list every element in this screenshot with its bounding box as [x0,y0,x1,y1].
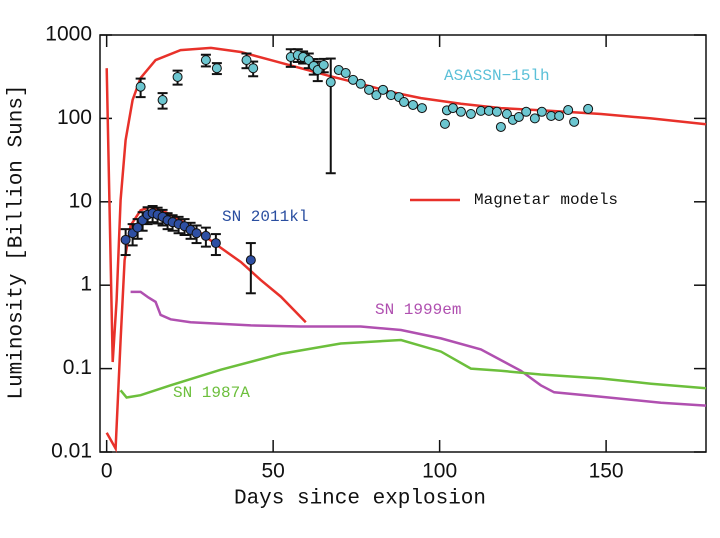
data-point [398,97,409,108]
data-point [135,81,146,92]
data-point [521,106,532,117]
data-point [200,230,211,241]
data-point [495,121,506,132]
series-label: SN 1999em [375,301,461,319]
data-point [348,74,359,85]
data-point [439,118,450,129]
data-point [529,113,540,124]
data-point [340,68,351,79]
data-point [455,106,466,117]
legend-label: Magnetar models [474,191,618,209]
data-point [563,105,574,116]
data-point [447,103,458,114]
data-point [211,63,222,74]
y-axis-label: Luminosity [Billion Suns] [6,84,29,399]
data-point [191,228,202,239]
data-point [378,84,389,95]
plot-frame [99,34,707,453]
data-point [200,55,211,66]
data-point [501,108,512,119]
data-point [569,116,580,127]
y-tick-label: 10 [69,189,92,212]
data-point [583,103,594,114]
data-point [513,111,524,122]
y-tick-label: 100 [57,106,92,129]
x-tick-label: 0 [101,460,113,483]
series-line [119,338,707,399]
data-point [416,103,427,114]
x-axis-label: Days since explosion [234,488,486,511]
series-label: ASASSN−15lh [444,67,550,85]
series-label: SN 1987A [173,384,250,402]
series-label: SN 2011kl [222,208,308,226]
data-point [554,110,565,121]
data-point [536,106,547,117]
data-point [120,234,131,245]
data-point [355,78,366,89]
data-point [465,108,476,119]
data-point [245,255,256,266]
data-point [172,71,183,82]
y-tick-label: 1 [80,273,92,296]
data-point [364,84,375,95]
data-point [491,106,502,117]
data-point [318,59,329,70]
data-point [371,90,382,101]
y-tick-label: 0.01 [51,440,92,463]
data-point [132,222,143,233]
data-point [210,238,221,249]
x-tick-label: 150 [589,460,624,483]
data-point [325,77,336,88]
x-tick-label: 100 [422,460,457,483]
y-tick-label: 1000 [45,23,92,46]
data-point [248,63,259,74]
x-tick-label: 50 [261,460,284,483]
data-point [157,95,168,106]
y-tick-label: 0.1 [63,356,92,379]
data-point [407,99,418,110]
data-point [241,55,252,66]
series-line [130,290,707,407]
